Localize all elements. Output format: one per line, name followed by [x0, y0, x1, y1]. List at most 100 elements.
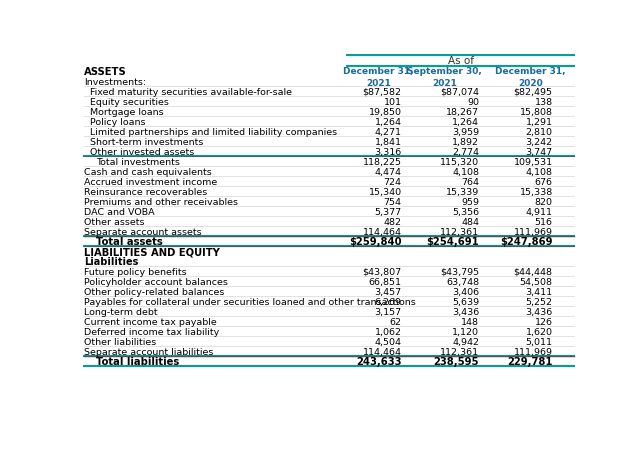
Text: Reinsurance recoverables: Reinsurance recoverables: [84, 187, 207, 196]
Text: 5,377: 5,377: [374, 207, 402, 216]
Text: 754: 754: [383, 197, 402, 206]
Text: Equity securities: Equity securities: [90, 97, 169, 106]
Text: ASSETS: ASSETS: [84, 67, 127, 77]
Text: 4,271: 4,271: [374, 127, 402, 136]
Text: Long-term debt: Long-term debt: [84, 307, 157, 316]
Text: 66,851: 66,851: [369, 277, 402, 286]
Text: Total liabilities: Total liabilities: [96, 357, 180, 367]
Text: December 31,
2020: December 31, 2020: [495, 67, 566, 88]
Text: 3,959: 3,959: [452, 127, 479, 136]
Text: Payables for collateral under securities loaned and other transactions: Payables for collateral under securities…: [84, 297, 415, 306]
Text: 114,464: 114,464: [363, 227, 402, 236]
Text: 112,361: 112,361: [440, 227, 479, 236]
Text: $43,807: $43,807: [362, 267, 402, 276]
Text: 1,620: 1,620: [525, 327, 553, 336]
Text: 148: 148: [461, 317, 479, 326]
Text: 112,361: 112,361: [440, 347, 479, 356]
Text: $43,795: $43,795: [440, 267, 479, 276]
Text: Deferred income tax liability: Deferred income tax liability: [84, 327, 219, 336]
Text: $44,448: $44,448: [514, 267, 553, 276]
Text: Total investments: Total investments: [96, 157, 180, 166]
Text: Other policy-related balances: Other policy-related balances: [84, 287, 224, 296]
Text: Mortgage loans: Mortgage loans: [90, 107, 164, 116]
Text: 5,252: 5,252: [525, 297, 553, 306]
Text: Other invested assets: Other invested assets: [90, 147, 195, 156]
Text: Fixed maturity securities available-for-sale: Fixed maturity securities available-for-…: [90, 87, 292, 97]
Text: 229,781: 229,781: [508, 357, 553, 367]
Text: Premiums and other receivables: Premiums and other receivables: [84, 197, 238, 206]
Text: 138: 138: [534, 97, 553, 106]
Text: 3,406: 3,406: [452, 287, 479, 296]
Text: Cash and cash equivalents: Cash and cash equivalents: [84, 167, 212, 176]
Text: $87,582: $87,582: [363, 87, 402, 97]
Text: 5,011: 5,011: [525, 337, 553, 346]
Text: 516: 516: [535, 217, 553, 226]
Text: $87,074: $87,074: [440, 87, 479, 97]
Text: 959: 959: [461, 197, 479, 206]
Text: 90: 90: [467, 97, 479, 106]
Text: 62: 62: [390, 317, 402, 326]
Text: 126: 126: [535, 317, 553, 326]
Text: 1,892: 1,892: [452, 138, 479, 146]
Text: 15,339: 15,339: [446, 187, 479, 196]
Text: Current income tax payable: Current income tax payable: [84, 317, 216, 326]
Text: DAC and VOBA: DAC and VOBA: [84, 207, 154, 216]
Text: 111,969: 111,969: [514, 227, 553, 236]
Text: 15,340: 15,340: [369, 187, 402, 196]
Text: 2,810: 2,810: [525, 127, 553, 136]
Text: 118,225: 118,225: [363, 157, 402, 166]
Text: 3,436: 3,436: [452, 307, 479, 316]
Text: 484: 484: [461, 217, 479, 226]
Text: 820: 820: [535, 197, 553, 206]
Text: 109,531: 109,531: [514, 157, 553, 166]
Text: 111,969: 111,969: [514, 347, 553, 356]
Text: 3,316: 3,316: [374, 147, 402, 156]
Text: $259,840: $259,840: [349, 237, 402, 247]
Text: 3,457: 3,457: [374, 287, 402, 296]
Text: 4,108: 4,108: [452, 167, 479, 176]
Text: September 30,
2021: September 30, 2021: [407, 67, 482, 88]
Text: Total assets: Total assets: [96, 237, 163, 247]
Text: 114,464: 114,464: [363, 347, 402, 356]
Text: $247,869: $247,869: [500, 237, 553, 247]
Text: 19,850: 19,850: [369, 107, 402, 116]
Text: Limited partnerships and limited liability companies: Limited partnerships and limited liabili…: [90, 127, 337, 136]
Text: 482: 482: [383, 217, 402, 226]
Text: 1,264: 1,264: [374, 117, 402, 126]
Text: Future policy benefits: Future policy benefits: [84, 267, 186, 276]
Text: Other liabilities: Other liabilities: [84, 337, 156, 346]
Text: $82,495: $82,495: [514, 87, 553, 97]
Text: 3,242: 3,242: [525, 138, 553, 146]
Text: 115,320: 115,320: [440, 157, 479, 166]
Text: Separate account liabilities: Separate account liabilities: [84, 347, 213, 356]
Text: December 31,
2021: December 31, 2021: [343, 67, 413, 88]
Text: 5,356: 5,356: [452, 207, 479, 216]
Text: Separate account assets: Separate account assets: [84, 227, 202, 236]
Text: 3,157: 3,157: [374, 307, 402, 316]
Text: Accrued investment income: Accrued investment income: [84, 177, 217, 186]
Text: 4,474: 4,474: [374, 167, 402, 176]
Text: LIABILITIES AND EQUITY: LIABILITIES AND EQUITY: [84, 247, 220, 257]
Text: 764: 764: [461, 177, 479, 186]
Text: 4,504: 4,504: [374, 337, 402, 346]
Text: As of: As of: [448, 56, 474, 66]
Text: Policyholder account balances: Policyholder account balances: [84, 277, 228, 286]
Text: 15,338: 15,338: [520, 187, 553, 196]
Text: Investments:: Investments:: [84, 78, 146, 87]
Text: Liabilities: Liabilities: [84, 257, 138, 267]
Text: 6,269: 6,269: [374, 297, 402, 306]
Text: 3,436: 3,436: [525, 307, 553, 316]
Text: 676: 676: [535, 177, 553, 186]
Text: 4,108: 4,108: [525, 167, 553, 176]
Text: 101: 101: [383, 97, 402, 106]
Text: 724: 724: [383, 177, 402, 186]
Text: 3,747: 3,747: [525, 147, 553, 156]
Text: 1,264: 1,264: [452, 117, 479, 126]
Text: 54,508: 54,508: [520, 277, 553, 286]
Text: 3,411: 3,411: [525, 287, 553, 296]
Text: Other assets: Other assets: [84, 217, 145, 226]
Text: 243,633: 243,633: [356, 357, 402, 367]
Text: 1,291: 1,291: [525, 117, 553, 126]
Text: 1,120: 1,120: [452, 327, 479, 336]
Text: Policy loans: Policy loans: [90, 117, 145, 126]
